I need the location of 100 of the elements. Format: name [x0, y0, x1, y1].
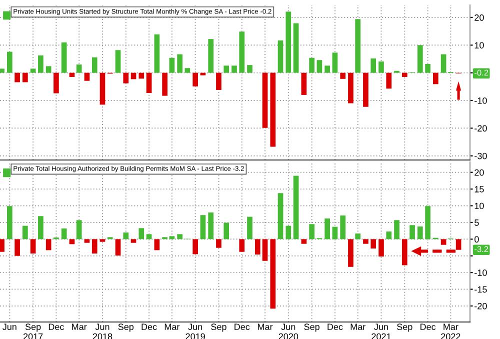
bar: [123, 232, 129, 240]
bar: [54, 72, 59, 94]
bar: [46, 239, 52, 250]
bar: [22, 72, 28, 82]
bar: [363, 72, 368, 107]
y-tick-label: -30: [474, 152, 487, 160]
bar: [440, 239, 446, 245]
x-tick-label: Jun: [2, 324, 16, 330]
bar: [332, 52, 338, 73]
bar: [69, 239, 75, 244]
y-tick-label: 15: [474, 186, 484, 192]
y-tick-label: 5: [474, 220, 479, 226]
bar: [402, 239, 408, 266]
bar: [262, 239, 268, 261]
y-tick-label: -10: [474, 270, 487, 276]
bar: [162, 72, 168, 96]
bar: [84, 239, 90, 243]
bar: [309, 224, 314, 240]
bar: [38, 55, 44, 73]
bar: [177, 54, 182, 73]
bar: [370, 239, 376, 249]
bar: [30, 239, 36, 254]
bar: [278, 193, 284, 240]
bar: [69, 72, 75, 77]
annotation: -3.2: [474, 246, 488, 252]
bar: [247, 65, 252, 73]
bar: [0, 239, 4, 252]
y-tick-label: -20: [474, 302, 487, 310]
bar: [394, 220, 400, 240]
bar: [324, 66, 330, 73]
y-tick-label: -10: [474, 97, 487, 104]
bar: [293, 176, 299, 240]
bar: [301, 239, 307, 244]
bar: [61, 228, 67, 240]
bar: [200, 215, 206, 240]
bar: [6, 206, 12, 240]
bar: [293, 23, 299, 73]
x-tick-label: Sep: [211, 324, 226, 332]
bar: [309, 58, 314, 73]
bar: [115, 239, 121, 256]
bar: [169, 58, 175, 73]
bar: [0, 68, 4, 73]
bar: [378, 61, 384, 73]
x-tick-label: Dec: [234, 324, 250, 330]
bar: [38, 216, 44, 240]
bar: [402, 72, 408, 77]
bar: [262, 72, 268, 128]
bar: [386, 72, 392, 89]
x-tick-label: Dec: [420, 324, 436, 330]
bar: [224, 222, 230, 240]
annotation: -0.2: [474, 70, 488, 76]
bar: [355, 19, 361, 73]
x-tick-label: Sep: [118, 324, 134, 332]
bar: [340, 215, 346, 240]
bar: [417, 226, 423, 240]
bar: [216, 72, 222, 90]
bar: [46, 66, 52, 73]
bar: [30, 68, 36, 73]
bar: [208, 212, 214, 240]
bar: [247, 216, 252, 240]
bar: [332, 226, 338, 240]
x-tick-label: Dec: [48, 324, 64, 330]
bar: [130, 239, 136, 243]
x-tick-label: Sep: [304, 324, 320, 332]
bar: [425, 206, 430, 240]
y-tick-label: -15: [474, 286, 487, 293]
bar: [138, 228, 144, 240]
y-tick-label: 10: [474, 202, 484, 210]
bar: [92, 239, 98, 254]
bar: [417, 45, 423, 73]
bar: [386, 231, 392, 240]
bar: [270, 72, 276, 147]
y-tick-label: 20: [474, 14, 484, 21]
bar: [425, 64, 430, 73]
x-tick-label: Mar: [164, 324, 180, 330]
y-tick-label: 10: [474, 42, 484, 48]
bar: [76, 220, 82, 240]
bar: [286, 226, 292, 240]
bar: [6, 52, 12, 73]
bar: [348, 72, 354, 104]
bar: [146, 234, 152, 240]
bar: [440, 54, 446, 73]
bar: [316, 60, 322, 73]
y-tick-label: 20: [474, 169, 484, 176]
bar: [208, 39, 214, 73]
bar: [301, 72, 307, 95]
bar: [348, 239, 354, 267]
x-tick-label: Mar: [350, 324, 366, 330]
bar: [192, 72, 198, 86]
bar: [254, 239, 260, 255]
bar: [146, 72, 152, 94]
bar: [61, 42, 67, 73]
bar: [432, 72, 438, 84]
bar: [340, 72, 346, 79]
bar: [100, 72, 106, 105]
bar: [216, 239, 222, 248]
bar: [184, 68, 190, 73]
bar: [154, 34, 160, 73]
y-tick-label: 0: [474, 236, 479, 243]
bar: [224, 66, 230, 73]
